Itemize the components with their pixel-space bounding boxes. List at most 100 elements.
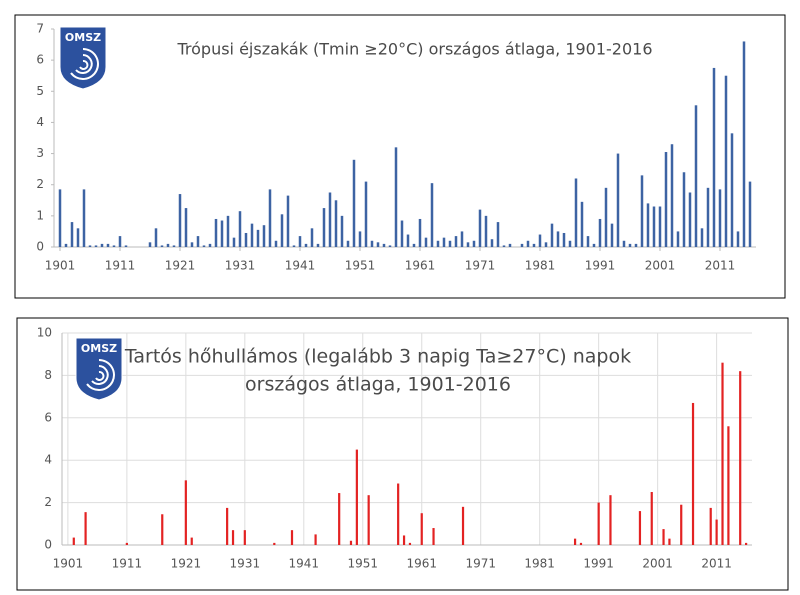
bar <box>640 175 644 247</box>
bar <box>670 144 674 247</box>
bar <box>160 245 164 247</box>
bar <box>196 236 200 247</box>
chart-frame <box>14 14 786 299</box>
bar <box>478 209 482 247</box>
logo: OMSZ <box>59 26 107 90</box>
bar <box>154 228 158 247</box>
bar <box>298 236 302 247</box>
bar <box>232 237 236 247</box>
bar <box>668 538 671 545</box>
bar <box>70 222 74 247</box>
x-tick-label: 1901 <box>53 557 84 571</box>
bar <box>364 181 368 247</box>
y-tick-label: 2 <box>44 495 52 509</box>
bar <box>314 534 317 545</box>
bar <box>448 240 452 247</box>
y-tick-label: 6 <box>36 53 44 67</box>
bar <box>418 218 422 247</box>
y-tick-label: 2 <box>36 177 44 191</box>
x-tick-label: 1971 <box>465 259 496 273</box>
bar <box>304 243 308 247</box>
x-tick-label: 1911 <box>112 557 143 571</box>
bar <box>148 242 152 247</box>
bar <box>214 218 218 247</box>
x-tick-label: 1981 <box>524 557 555 571</box>
bar <box>573 538 577 545</box>
bar <box>420 513 423 545</box>
x-tick-label: 1961 <box>405 259 436 273</box>
bar <box>388 245 392 247</box>
y-tick-label: 4 <box>44 453 52 467</box>
logo-swirl <box>70 48 99 80</box>
bar <box>358 231 362 247</box>
bar <box>574 178 578 247</box>
bar <box>680 504 683 545</box>
bar <box>724 75 728 247</box>
bar <box>745 542 748 545</box>
bar <box>715 519 718 545</box>
bar <box>739 371 742 545</box>
bar <box>334 200 338 247</box>
y-tick-label: 7 <box>36 22 44 36</box>
x-tick-label: 1951 <box>345 259 376 273</box>
bar <box>484 215 488 247</box>
bar <box>532 243 536 247</box>
bar <box>650 492 653 545</box>
bar <box>502 245 506 247</box>
x-tick-label: 2001 <box>642 557 673 571</box>
bar <box>688 192 692 247</box>
logo: OMSZ <box>75 337 123 401</box>
bar <box>118 236 122 247</box>
x-tick-label: 1991 <box>583 557 614 571</box>
x-tick-label: 2011 <box>705 259 736 273</box>
bar <box>244 232 248 247</box>
x-tick-label: 2011 <box>701 557 732 571</box>
x-tick-label: 1931 <box>230 557 261 571</box>
bar <box>424 237 428 247</box>
y-tick-label: 0 <box>36 240 44 254</box>
bar <box>712 67 716 247</box>
bar <box>397 483 400 545</box>
logo-text: OMSZ <box>65 31 101 44</box>
bar <box>112 245 116 247</box>
bar <box>748 181 752 247</box>
bar <box>721 362 724 545</box>
bar <box>352 159 356 247</box>
bar <box>190 242 194 247</box>
bar <box>580 201 584 247</box>
bar <box>84 512 87 545</box>
y-tick-label: 6 <box>44 410 52 424</box>
bar <box>586 236 590 247</box>
bar <box>208 243 212 247</box>
bar <box>367 495 370 545</box>
bar <box>442 237 446 247</box>
bar <box>664 152 668 247</box>
bar <box>338 493 341 545</box>
x-tick-label: 1941 <box>285 259 316 273</box>
bar <box>82 189 86 247</box>
x-tick-label: 1901 <box>45 259 76 273</box>
bar <box>290 530 294 545</box>
logo-text: OMSZ <box>81 342 117 355</box>
bar <box>322 208 326 247</box>
bar <box>262 225 266 247</box>
bar <box>466 242 470 247</box>
bar <box>706 187 710 247</box>
bar <box>658 206 662 247</box>
chart: 0 2 4 6 8 10 1901 1911 1921 1931 1941 1951 1961 1971 1… <box>16 317 789 591</box>
bar <box>346 240 350 247</box>
bar <box>562 232 566 247</box>
bar <box>166 243 170 247</box>
y-tick-label: 4 <box>36 115 44 129</box>
chart-title: országos átlaga, 1901-2016 <box>245 374 511 396</box>
logo-swirl <box>86 359 115 391</box>
bar <box>461 506 465 545</box>
y-tick-label: 0 <box>44 538 52 552</box>
bar <box>226 507 229 545</box>
bar <box>273 542 276 545</box>
bar <box>76 228 80 247</box>
bar <box>72 537 75 545</box>
bar <box>718 189 722 247</box>
bar <box>256 229 260 247</box>
